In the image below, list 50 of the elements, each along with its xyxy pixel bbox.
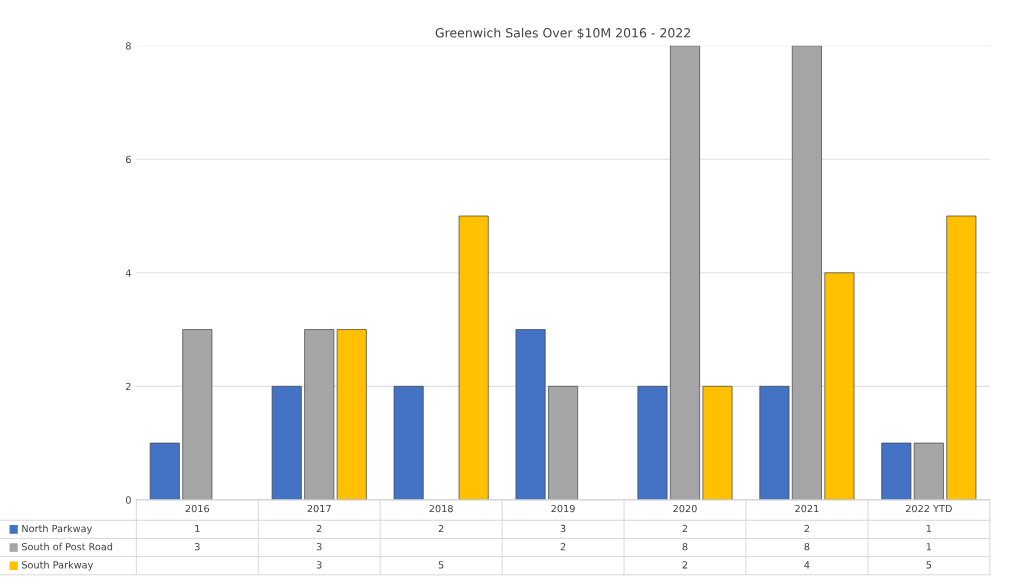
data-label: 2 [438,524,444,533]
bar [393,385,424,500]
data-label: 2 [804,524,810,533]
data-label: 2 [316,524,322,533]
data-label: 3 [560,524,566,533]
y-tick-label: 8 [125,42,131,50]
data-label: 1 [926,543,932,551]
data-label: 5 [926,561,932,569]
bar [548,385,579,500]
data-label: 3 [194,543,200,551]
y-tick-label: 2 [126,382,131,391]
data-label: 3 [316,543,322,551]
bar [458,215,489,500]
data-label: 5 [438,561,444,569]
bar [946,215,977,500]
bar [670,45,700,500]
bar [881,442,912,500]
legend-label: North Parkway [22,524,92,535]
data-label: 8 [804,543,810,551]
bar [515,329,546,500]
data-label: 1 [926,524,932,533]
data-label: 3 [316,561,322,569]
bar [271,385,302,500]
bar [637,385,668,500]
x-tick-label: 2019 [551,504,575,513]
legend-label: South of Post Road [21,542,113,551]
x-tick-label: 2021 [795,504,819,513]
bar [759,385,790,500]
y-tick-label: 4 [125,269,131,277]
bar [913,442,944,500]
bar [791,45,822,500]
y-tick-label: 6 [125,155,131,164]
data-label: 8 [682,543,688,551]
data-label: 2 [682,524,688,533]
data-label: 4 [804,561,810,569]
x-tick-label: 2022 YTD [905,504,952,513]
x-tick-label: 2016 [185,504,210,513]
x-tick-label: 2017 [307,504,331,513]
data-label: 2 [560,543,566,551]
x-tick-label: 2020 [673,504,697,513]
bar [824,272,855,500]
data-label: 2 [682,561,688,569]
x-tick-label: 2018 [429,504,453,513]
chart-title: Greenwich Sales Over $10M 2016 - 2022 [435,27,690,40]
bar [182,329,213,500]
bar [149,442,180,500]
y-tick-label: 0 [125,496,131,504]
bar [702,385,733,500]
data-label: 1 [195,524,200,533]
legend-label: South Parkway [21,561,94,571]
